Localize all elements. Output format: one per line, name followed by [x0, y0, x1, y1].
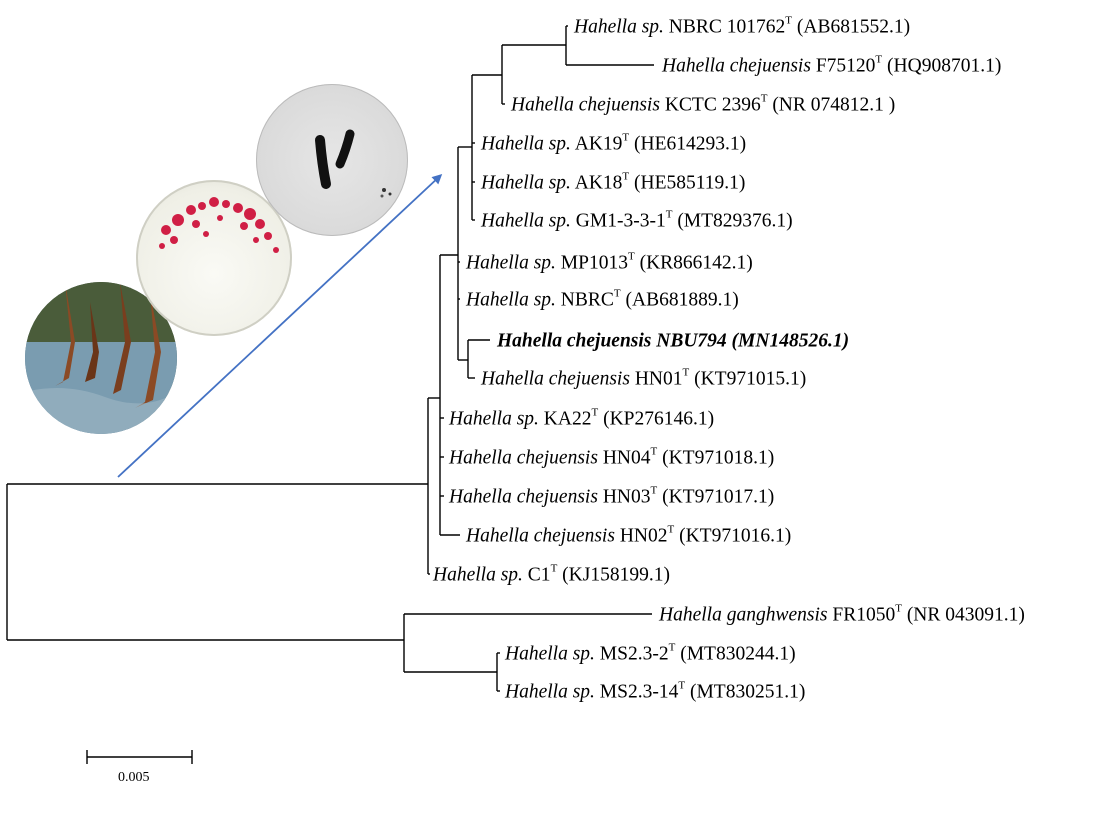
scale-bar-label: 0.005 [118, 770, 150, 785]
tip-label-ak18: Hahella sp. AK18T (HE585119.1) [481, 169, 746, 194]
red-colony-plate-icon [136, 180, 292, 336]
tip-label-nbrc-101762: Hahella sp. NBRC 101762T (AB681552.1) [574, 13, 911, 38]
tip-label-hn02: Hahella chejuensis HN02T (KT971016.1) [466, 522, 792, 547]
tip-label-c1: Hahella sp. C1T (KJ158199.1) [433, 561, 670, 586]
tip-label-f75120: Hahella chejuensis F75120T (HQ908701.1) [662, 52, 1002, 77]
tip-label-nbrc: Hahella sp. NBRCT (AB681889.1) [466, 286, 739, 311]
scale-bar [86, 750, 193, 764]
tip-label-nbu794: Hahella chejuensis NBU794 (MN148526.1) [497, 330, 850, 352]
mangrove-photo-icon [25, 282, 177, 434]
arrow-icon [117, 173, 443, 478]
tip-label-ka22: Hahella sp. KA22T (KP276146.1) [449, 405, 715, 430]
tip-label-kctc-2396: Hahella chejuensis KCTC 2396T (NR 074812… [511, 91, 896, 116]
tip-label-hn01: Hahella chejuensis HN01T (KT971015.1) [481, 365, 807, 390]
tip-label-hn04: Hahella chejuensis HN04T (KT971018.1) [449, 444, 775, 469]
gram-stain-micrograph-icon [256, 84, 408, 236]
tip-label-ak19: Hahella sp. AK19T (HE614293.1) [481, 130, 747, 155]
tip-label-ms2-3-2: Hahella sp. MS2.3-2T (MT830244.1) [505, 640, 796, 665]
tip-label-fr1050: Hahella ganghwensis FR1050T (NR 043091.1… [659, 601, 1025, 626]
tip-label-gm1-3-3-1: Hahella sp. GM1-3-3-1T (MT829376.1) [481, 207, 793, 232]
tip-label-hn03: Hahella chejuensis HN03T (KT971017.1) [449, 483, 775, 508]
tip-label-mp1013: Hahella sp. MP1013T (KR866142.1) [466, 249, 753, 274]
tip-label-ms2-3-14: Hahella sp. MS2.3-14T (MT830251.1) [505, 678, 806, 703]
